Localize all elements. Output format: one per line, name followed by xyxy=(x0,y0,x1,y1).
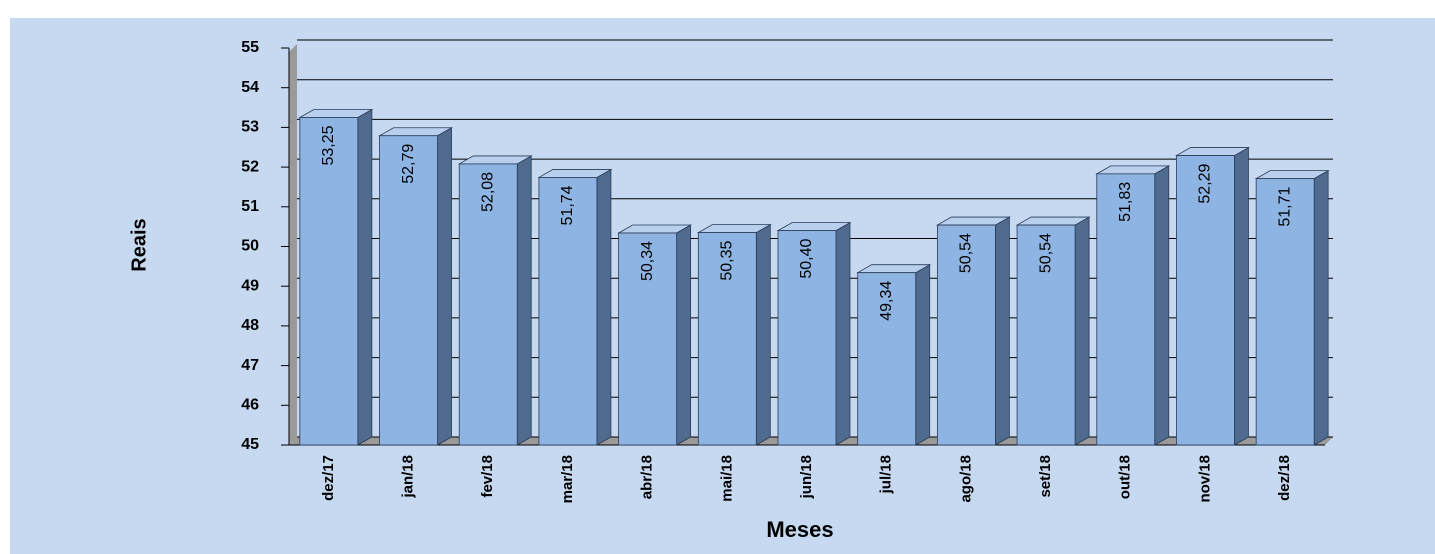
y-tick-label: 47 xyxy=(241,357,259,374)
value-label: 51,71 xyxy=(1276,187,1293,227)
y-tick-label: 54 xyxy=(241,79,259,96)
value-label: 50,54 xyxy=(1037,233,1054,273)
bar xyxy=(1176,155,1235,446)
value-label: 50,54 xyxy=(958,233,975,273)
bar-side xyxy=(1154,165,1170,446)
y-tick-label: 45 xyxy=(241,436,259,453)
bar xyxy=(458,163,518,446)
bar xyxy=(299,117,359,446)
y-tick-label: 52 xyxy=(241,158,259,175)
x-tick-label: nov/18 xyxy=(1196,455,1213,503)
bar-side xyxy=(596,168,612,446)
value-label: 50,35 xyxy=(719,241,736,281)
x-tick-label: fev/18 xyxy=(479,455,496,498)
x-axis-label: Meses xyxy=(766,517,833,542)
x-tick-label: jul/18 xyxy=(878,455,895,494)
y-axis-label: Reais xyxy=(128,218,150,271)
bar xyxy=(538,177,598,446)
value-label: 51,74 xyxy=(559,185,576,225)
bar-side xyxy=(755,223,771,446)
x-tick-label: dez/17 xyxy=(320,455,337,501)
y-tick-label: 49 xyxy=(241,277,259,294)
left-wall xyxy=(289,44,297,445)
bar-side xyxy=(1313,169,1329,446)
bar xyxy=(777,230,837,446)
x-tick-label: ago/18 xyxy=(957,455,974,503)
bar-side xyxy=(676,224,692,446)
bar xyxy=(1255,178,1315,446)
y-tick-label: 46 xyxy=(241,397,259,414)
bar xyxy=(1096,173,1156,446)
x-tick-label: jan/18 xyxy=(400,455,417,499)
x-tick-label: jun/18 xyxy=(798,455,815,499)
x-tick-label: dez/18 xyxy=(1276,455,1293,501)
value-label: 50,40 xyxy=(798,239,815,279)
y-tick-label: 51 xyxy=(241,198,259,215)
x-tick-label: mai/18 xyxy=(718,455,735,502)
value-label: 51,83 xyxy=(1117,182,1134,222)
bar-side xyxy=(1234,146,1249,446)
bar-side xyxy=(516,155,532,446)
value-label: 52,79 xyxy=(400,144,417,184)
bar-side xyxy=(835,221,851,446)
x-tick-label: out/18 xyxy=(1117,455,1134,499)
bar-side xyxy=(357,108,373,446)
bar-side xyxy=(1074,216,1090,446)
x-tick-label: abr/18 xyxy=(639,455,656,499)
bar xyxy=(379,135,438,446)
value-label: 52,08 xyxy=(479,172,496,212)
bar-side xyxy=(437,127,452,446)
x-tick-label: set/18 xyxy=(1037,455,1054,498)
y-tick-label: 50 xyxy=(241,238,259,255)
bar xyxy=(1016,224,1076,446)
bar xyxy=(618,232,678,446)
y-tick-label: 48 xyxy=(241,317,259,334)
value-label: 53,25 xyxy=(320,125,337,165)
value-label: 52,29 xyxy=(1197,163,1214,203)
x-tick-label: mar/18 xyxy=(559,455,576,503)
y-tick-label: 55 xyxy=(241,39,259,56)
bar xyxy=(857,272,917,446)
y-tick-label: 53 xyxy=(241,119,259,136)
value-label: 49,34 xyxy=(878,281,895,321)
bar-side xyxy=(915,264,931,446)
bar xyxy=(697,232,757,446)
bar xyxy=(936,224,996,446)
bar-side xyxy=(994,216,1010,446)
value-label: 50,34 xyxy=(639,241,656,281)
